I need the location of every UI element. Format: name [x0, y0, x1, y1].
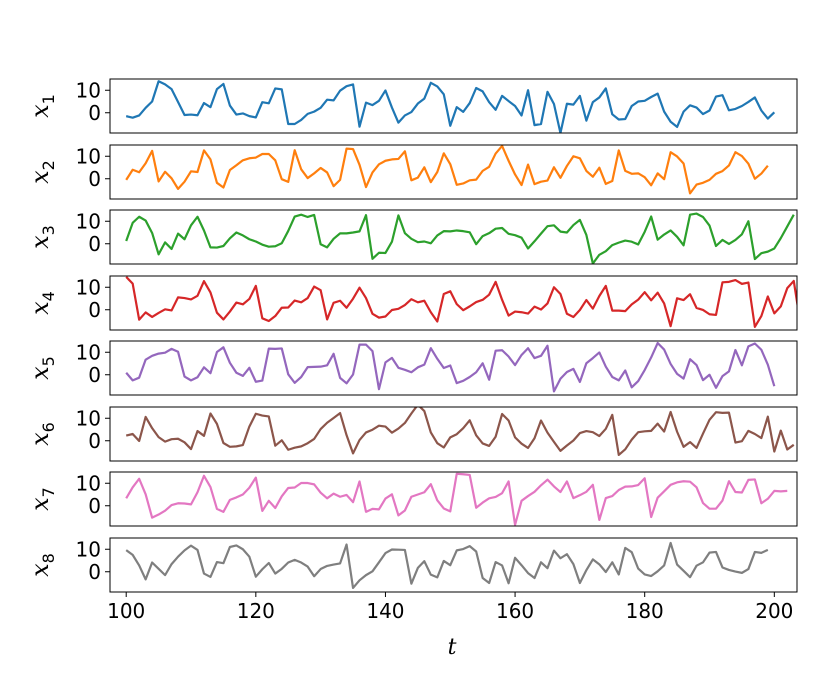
subplot-frame-1 [109, 78, 798, 134]
x-tick-label: 120 [237, 599, 275, 623]
y-tick-label: 10 [76, 275, 101, 299]
x-tick-label: 100 [107, 599, 145, 623]
x-tick-label: 140 [366, 599, 404, 623]
subplot-7: 010 x7 [26, 471, 798, 527]
x-axis-label: t [448, 635, 457, 660]
y-axis-label-x3: x3 [26, 225, 58, 249]
subplot-frame-7 [109, 471, 798, 527]
subplot-frame-4 [109, 275, 798, 331]
y-tick-label: 0 [88, 363, 101, 387]
y-tick-label: 10 [76, 78, 101, 102]
subplot-8: 010 x8 [26, 537, 798, 593]
x-tick-label: 160 [496, 599, 534, 623]
subplot-frame-8 [109, 537, 798, 593]
y-tick-label: 0 [88, 494, 101, 518]
y-tick-label: 10 [76, 406, 101, 430]
x-tick-label: 200 [755, 599, 793, 623]
series-line-x4 [125, 276, 797, 328]
subplot-frame-5 [109, 340, 798, 396]
subplot-frame-2 [109, 144, 798, 200]
y-tick-label: 0 [88, 232, 101, 256]
y-tick-label: 10 [76, 471, 101, 495]
subplot-5: 010 x5 [26, 340, 798, 396]
shared-x-axis: 100 120 140 160 180 200 [107, 592, 793, 623]
series-line-x7 [125, 472, 788, 526]
y-axis-label-x5: x5 [26, 356, 58, 380]
subplot-2: 010 x2 [26, 144, 798, 200]
y-tick-label: 10 [76, 144, 101, 168]
subplot-3: 010 x3 [26, 209, 798, 265]
y-tick-label: 0 [88, 429, 101, 453]
subplot-frame-3 [109, 209, 798, 265]
y-tick-label: 10 [76, 340, 101, 364]
subplot-1: 010 x1 [26, 78, 798, 134]
series-line-x3 [125, 212, 795, 264]
x-tick-label: 180 [626, 599, 664, 623]
y-tick-label: 10 [76, 209, 101, 233]
y-axis-label-x6: x6 [26, 422, 58, 446]
y-axis-label-x1: x1 [26, 94, 58, 118]
series-line-x5 [125, 341, 776, 393]
subplot-4: 010 x4 [26, 275, 798, 331]
y-axis-label-x2: x2 [26, 160, 58, 184]
series-line-x2 [125, 145, 769, 195]
y-axis-label-x8: x8 [26, 553, 58, 577]
y-tick-label: 0 [88, 298, 101, 322]
y-tick-label: 0 [88, 560, 101, 584]
y-tick-label: 10 [76, 537, 101, 561]
series-line-x8 [125, 541, 769, 590]
subplot-frame-6 [109, 406, 798, 462]
y-tick-label: 0 [88, 101, 101, 125]
series-line-x1 [125, 80, 776, 133]
subplot-6: 010 x6 [26, 406, 798, 462]
y-axis-label-x7: x7 [26, 487, 58, 511]
y-axis-label-x4: x4 [26, 291, 58, 315]
series-line-x6 [125, 407, 795, 457]
y-tick-label: 0 [88, 167, 101, 191]
